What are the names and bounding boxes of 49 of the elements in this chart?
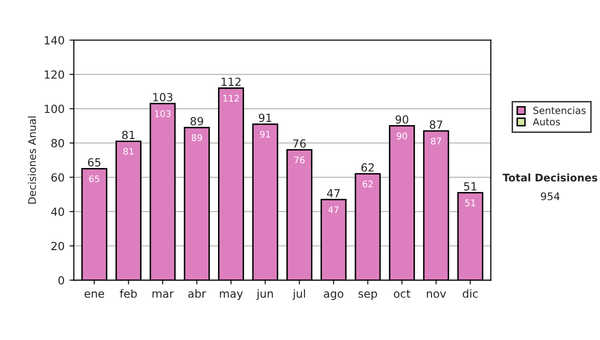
y-tick-label: 20 (51, 242, 64, 250)
data-label: 47 (328, 206, 339, 213)
data-label: 62 (362, 180, 373, 188)
legend-label: Sentencias (533, 106, 586, 114)
total-label: 103 (153, 93, 172, 102)
y-tick-label: 40 (51, 208, 64, 216)
x-tick-label: jun (256, 289, 273, 300)
data-label: 65 (89, 175, 100, 182)
x-tick-label: may (220, 291, 243, 300)
total-label: 62 (361, 163, 374, 172)
data-label: 103 (155, 110, 171, 118)
text: Total Decisiones (502, 173, 598, 182)
x-tick-label: dic (462, 289, 478, 298)
total-label: 112 (222, 78, 241, 86)
total-label: 65 (88, 158, 100, 167)
total-label: 89 (190, 117, 204, 126)
text: 954 (540, 192, 560, 200)
total-label: 51 (464, 182, 476, 191)
legend-label: Autos (532, 118, 560, 126)
data-label: 81 (123, 148, 134, 155)
y-tick-label: 120 (44, 70, 64, 79)
y-tick-label: 140 (44, 36, 64, 44)
total-label: 90 (396, 115, 408, 124)
total-label: 47 (327, 189, 340, 198)
data-label: 91 (260, 130, 270, 138)
x-tick-label: mar (152, 291, 174, 298)
data-label: 89 (192, 134, 202, 142)
y-tick-label: 80 (51, 138, 64, 148)
data-label: 76 (294, 156, 305, 164)
x-tick-label: sep (358, 291, 377, 300)
data-label: 112 (223, 94, 239, 102)
x-tick-label: feb (120, 289, 137, 298)
total-label: 91 (258, 114, 272, 122)
y-tick-label: 100 (44, 104, 64, 114)
y-tick-label: 0 (58, 276, 64, 285)
total-label: 87 (430, 120, 442, 129)
x-tick-label: abr (188, 289, 206, 298)
data-label: 90 (396, 132, 408, 140)
data-label: 51 (465, 200, 476, 206)
x-tick-label: ago (324, 291, 344, 300)
y-axis-title: Decisiones Anual (28, 116, 36, 204)
x-tick-label: nov (426, 291, 446, 298)
x-tick-label: oct (394, 290, 410, 298)
data-label: 87 (430, 138, 442, 145)
total-label: 76 (293, 139, 306, 148)
x-tick-label: jul (292, 289, 305, 300)
y-tick-label: 60 (51, 173, 64, 182)
x-tick-label: ene (84, 291, 104, 298)
total-label: 81 (122, 130, 135, 140)
